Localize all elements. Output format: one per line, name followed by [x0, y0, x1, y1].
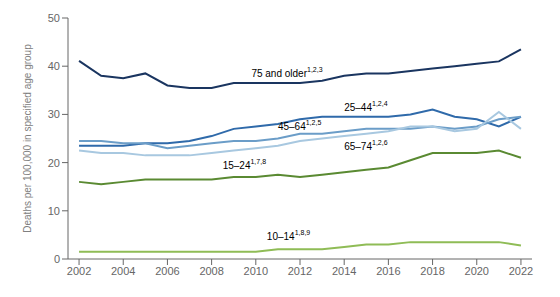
- svg-text:15–241,7,8: 15–241,7,8: [223, 157, 266, 170]
- svg-text:2008: 2008: [199, 265, 223, 277]
- svg-text:2018: 2018: [420, 265, 444, 277]
- svg-text:2010: 2010: [244, 265, 268, 277]
- svg-text:2006: 2006: [155, 265, 179, 277]
- svg-text:2020: 2020: [465, 265, 489, 277]
- svg-text:Deaths per 100,000 in specifie: Deaths per 100,000 in specified age grou…: [22, 44, 33, 233]
- svg-text:2016: 2016: [376, 265, 400, 277]
- svg-text:0: 0: [54, 253, 60, 265]
- svg-text:45–641,2,5: 45–641,2,5: [278, 119, 321, 132]
- svg-text:40: 40: [48, 60, 60, 72]
- svg-text:2022: 2022: [509, 265, 533, 277]
- svg-text:10: 10: [48, 205, 60, 217]
- svg-text:10–141,8,9: 10–141,8,9: [267, 228, 310, 241]
- svg-text:2012: 2012: [288, 265, 312, 277]
- svg-text:50: 50: [48, 12, 60, 24]
- svg-text:65–741,2,6: 65–741,2,6: [344, 138, 387, 151]
- svg-text:25–441,2,4: 25–441,2,4: [344, 99, 387, 112]
- svg-text:2014: 2014: [332, 265, 356, 277]
- svg-text:30: 30: [48, 108, 60, 120]
- svg-text:75 and older1,2,3: 75 and older1,2,3: [251, 66, 322, 79]
- svg-text:2002: 2002: [67, 265, 91, 277]
- svg-text:20: 20: [48, 157, 60, 169]
- svg-text:2004: 2004: [111, 265, 135, 277]
